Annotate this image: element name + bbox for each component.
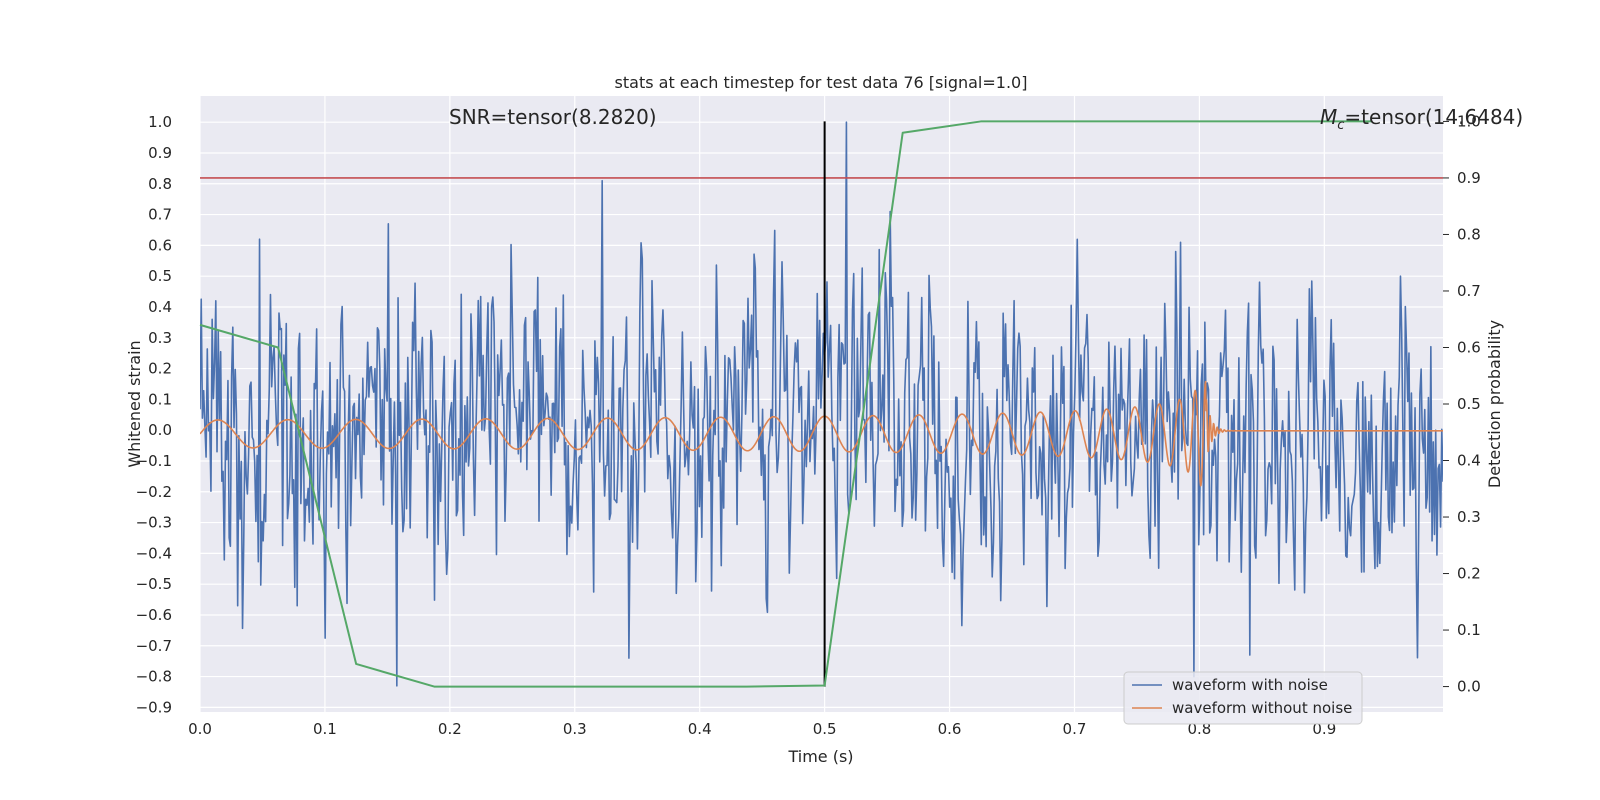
y2-tick-label: 0.9 — [1457, 169, 1481, 187]
y-tick-label: 0.0 — [148, 421, 172, 439]
y2-tick-label: 0.4 — [1457, 452, 1481, 470]
y-tick-label: 0.5 — [148, 267, 172, 285]
x-axis-title: Time (s) — [787, 747, 853, 766]
x-tick-label: 0.5 — [813, 720, 837, 738]
y-tick-label: 1.0 — [148, 113, 172, 131]
y2-tick-label: 0.5 — [1457, 395, 1481, 413]
y-axis-ticks: 1.0 0.9 0.8 0.7 0.6 0.5 0.4 0.3 0.2 0.1 0.0 −0.1 −0.… — [136, 113, 172, 716]
x-tick-label: 0.1 — [313, 720, 337, 738]
legend-label-clean: waveform without noise — [1172, 699, 1352, 717]
series-detection-probability — [199, 120, 1372, 688]
y-tick-label: −0.8 — [136, 668, 172, 686]
mc-value: =tensor(14.6484) — [1344, 105, 1523, 129]
legend-label-noisy: waveform with noise — [1172, 676, 1328, 694]
y2-tick-label: 0.0 — [1457, 678, 1481, 696]
y-tick-label: 0.9 — [148, 144, 172, 162]
y2-tick-label: 0.3 — [1457, 508, 1481, 526]
y-axis-title: Whitened strain — [125, 340, 144, 467]
probability-layer — [199, 120, 1372, 688]
y2-axis-ticks: 1.0 0.9 0.8 0.7 0.6 0.5 0.4 0.3 0.2 0.1 0.0 — [1443, 112, 1481, 696]
y2-tick-label: 0.6 — [1457, 338, 1481, 356]
x-tick-label: 0.3 — [563, 720, 587, 738]
y-tick-label: −0.9 — [136, 698, 172, 716]
y-tick-label: −0.3 — [136, 514, 172, 532]
chart-title: stats at each timestep for test data 76 … — [615, 73, 1028, 92]
y-tick-label: −0.4 — [136, 544, 172, 562]
x-tick-label: 0.0 — [188, 720, 212, 738]
snr-annotation: SNR=tensor(8.2820) — [449, 105, 657, 129]
x-tick-label: 0.6 — [938, 720, 962, 738]
y2-tick-label: 0.8 — [1457, 225, 1481, 243]
y2-tick-label: 1.0 — [1457, 112, 1481, 130]
mc-annotation: Mc=tensor(14.6484) — [1320, 105, 1523, 133]
legend-box — [1123, 671, 1363, 725]
mc-subscript: c — [1337, 118, 1344, 133]
x-tick-label: 0.7 — [1063, 720, 1087, 738]
series-waveform-without-noise — [200, 380, 1443, 487]
y-tick-label: 0.6 — [148, 236, 172, 254]
x-tick-label: 0.4 — [688, 720, 712, 738]
y-tick-label: 0.2 — [148, 360, 172, 378]
y-tick-label: −0.1 — [136, 452, 172, 470]
y-tick-label: −0.7 — [136, 637, 172, 655]
y-tick-label: 0.1 — [148, 390, 172, 408]
y-tick-label: 0.3 — [148, 329, 172, 347]
legend: waveform with noise waveform without noi… — [1123, 671, 1363, 725]
x-tick-label: 0.2 — [438, 720, 462, 738]
y-tick-label: −0.2 — [136, 483, 172, 501]
y-tick-label: −0.5 — [136, 575, 172, 593]
plot-area — [200, 121, 1443, 687]
y-tick-label: 0.8 — [148, 175, 172, 193]
x-axis-ticks: 0.0 0.1 0.2 0.3 0.4 0.5 0.6 0.7 0.8 0.9 — [188, 720, 1336, 738]
y2-tick-label: 0.7 — [1457, 282, 1481, 300]
y2-tick-label: 0.1 — [1457, 621, 1481, 639]
y2-axis-title: Detection probability — [1485, 320, 1504, 488]
series-waveform-with-noise — [200, 121, 1443, 687]
y-tick-label: 0.4 — [148, 298, 172, 316]
mc-symbol: M — [1320, 105, 1337, 129]
y2-tick-label: 0.2 — [1457, 565, 1481, 583]
y-tick-label: −0.6 — [136, 606, 172, 624]
y-tick-label: 0.7 — [148, 206, 172, 224]
reference-lines — [200, 121, 1443, 687]
